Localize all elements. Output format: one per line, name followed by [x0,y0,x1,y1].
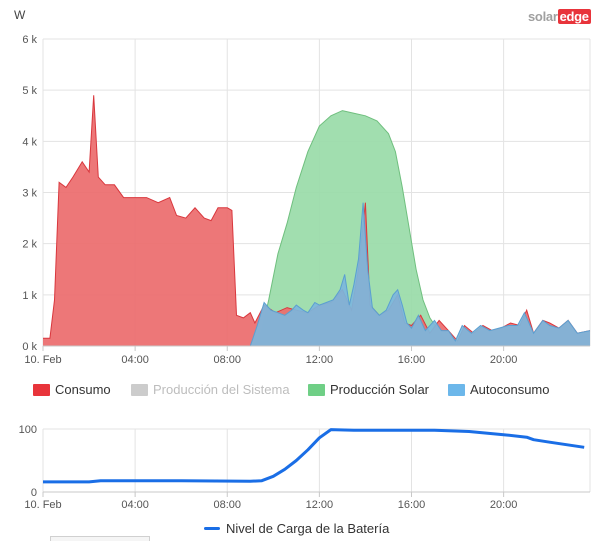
x-tick-label: 12:00 [306,354,334,366]
y-tick-label: 2 k [22,239,37,251]
battery-legend-item[interactable]: Nivel de Carga de la Batería [204,521,389,536]
legend-swatch-consumo [33,383,50,396]
y-tick-label: 6 k [22,34,37,46]
navigator-scrollbar[interactable] [50,536,150,541]
legend-item-produccion-sistema[interactable]: Producción del Sistema [131,382,290,397]
y-tick-label: 0 [31,487,37,499]
battery-legend-swatch [204,527,220,530]
series-line-bateria [43,428,585,484]
series-line-auto [43,202,591,347]
logo-text-edge: edge [557,9,591,24]
x-tick-label: 04:00 [121,499,149,511]
y-tick-label: 4 k [22,136,37,148]
battery-level-chart[interactable]: 10. Feb 04:00 08:00 12:00 16:00 20:00 0 100 [0,410,607,540]
power-area-chart[interactable]: 10. Feb 04:00 08:00 12:00 16:00 20:00 0 k 1 k 2 … [0,0,607,382]
series-area-consumo [43,95,590,346]
legend-item-consumo[interactable]: Consumo [33,382,111,397]
x-tick-label: 08:00 [213,354,241,366]
logo-text-solar: solar [528,9,558,24]
y-tick-label: 0 k [22,341,37,353]
x-tick-label: 16:00 [398,354,426,366]
legend-label-autoconsumo: Autoconsumo [470,382,550,397]
power-chart-legend: Consumo Producción del Sistema Producció… [0,382,607,404]
x-tick-label: 10. Feb [24,499,61,511]
series-area-solar [43,110,590,346]
legend-swatch-autoconsumo [448,383,465,396]
x-tick-label: 08:00 [213,499,241,511]
legend-label-consumo: Consumo [55,382,111,397]
y-tick-label: 5 k [22,85,37,97]
legend-item-autoconsumo[interactable]: Autoconsumo [448,382,550,397]
x-tick-label: 16:00 [398,499,426,511]
x-tick-label: 20:00 [490,354,518,366]
x-tick-label: 12:00 [306,499,334,511]
x-tick-label: 04:00 [121,354,149,366]
y-tick-label: 100 [19,424,37,436]
legend-item-produccion-solar[interactable]: Producción Solar [308,382,429,397]
x-tick-label: 20:00 [490,499,518,511]
y-tick-label: 1 k [22,290,37,302]
battery-legend-label: Nivel de Carga de la Batería [226,521,390,536]
legend-label-produccion-sistema: Producción del Sistema [153,382,290,397]
legend-swatch-produccion-solar [308,383,325,396]
y-axis-unit: W [14,8,26,22]
legend-label-produccion-solar: Producción Solar [330,382,429,397]
solaredge-logo: solar edge [528,9,591,24]
y-tick-label: 3 k [22,188,37,200]
x-tick-label: 10. Feb [24,354,61,366]
legend-swatch-produccion-sistema [131,383,148,396]
